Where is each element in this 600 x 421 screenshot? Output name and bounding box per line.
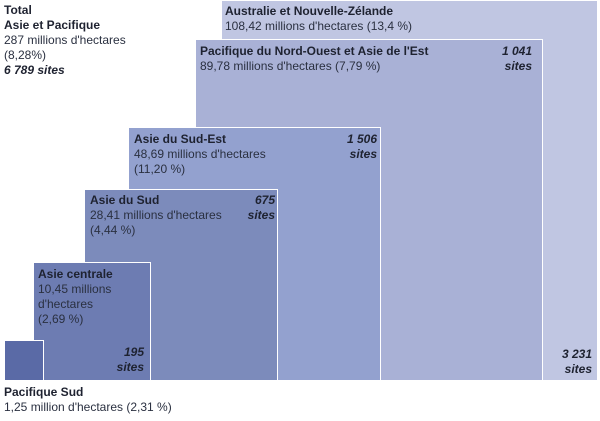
region-name: Pacifique Sud [4, 385, 84, 399]
region-name: Asie du Sud [90, 193, 160, 207]
region-area-line3: (2,69 %) [38, 312, 84, 326]
region-area: 108,42 millions d'hectares (13,4 %) [225, 19, 413, 33]
region-name: Pacifique du Nord-Ouest et Asie de l'Est [200, 44, 429, 58]
sites-count: 675 [254, 193, 275, 207]
total-label: Total Asie et Pacifique 287 millions d'h… [4, 3, 126, 78]
region-sites-asie-sud: 675 sites [248, 193, 275, 223]
region-label-asie-centrale: Asie centrale 10,45 millions d'hectares … [38, 267, 113, 327]
sites-count: 1 041 [501, 44, 532, 58]
region-box-pacifique-sud [4, 340, 44, 381]
region-sites-australie: 3 231 sites [562, 347, 592, 377]
region-sites-pacifique-nord-ouest: 1 041 sites [502, 44, 532, 74]
region-box-asie-centrale [33, 262, 151, 381]
region-area-line2: d'hectares [38, 297, 93, 311]
sites-word: sites [564, 362, 592, 376]
region-label-asie-sud-est: Asie du Sud-Est 48,69 millions d'hectare… [134, 132, 266, 177]
sites-count: 195 [123, 345, 144, 359]
region-sites-asie-sud-est: 1 506 sites [347, 132, 377, 162]
sites-word: sites [116, 360, 144, 374]
region-area-line2: (11,20 %) [134, 162, 186, 176]
total-area-line2: (8,28%) [4, 48, 47, 62]
region-label-pacifique-nord-ouest: Pacifique du Nord-Ouest et Asie de l'Est… [200, 44, 428, 74]
region-area-line2: (4,44 %) [90, 223, 136, 237]
sites-count: 1 506 [346, 132, 377, 146]
region-area: 1,25 million d'hectares (2,31 %) [4, 400, 172, 414]
sites-word: sites [247, 208, 275, 222]
region-area: 89,78 millions d'hectares (7,79 %) [200, 59, 381, 73]
region-area-line1: 10,45 millions [38, 282, 112, 296]
region-label-australie: Australie et Nouvelle-Zélande 108,42 mil… [225, 4, 412, 34]
region-name: Asie centrale [38, 267, 113, 281]
region-sites-asie-centrale: 195 sites [117, 345, 144, 375]
region-name: Australie et Nouvelle-Zélande [225, 4, 394, 18]
total-title-line1: Total [4, 3, 32, 17]
total-area-line1: 287 millions d'hectares [4, 33, 126, 47]
sites-word: sites [349, 147, 377, 161]
region-area-line1: 28,41 millions d'hectares [90, 208, 222, 222]
sites-word: sites [504, 59, 532, 73]
sites-count: 3 231 [561, 347, 592, 361]
region-name: Asie du Sud-Est [134, 132, 227, 146]
region-label-pacifique-sud: Pacifique Sud 1,25 million d'hectares (2… [4, 385, 172, 415]
region-label-asie-sud: Asie du Sud 28,41 millions d'hectares (4… [90, 193, 222, 238]
total-title-line2: Asie et Pacifique [4, 18, 101, 32]
region-area-line1: 48,69 millions d'hectares [134, 147, 266, 161]
total-sites: 6 789 sites [4, 63, 65, 77]
